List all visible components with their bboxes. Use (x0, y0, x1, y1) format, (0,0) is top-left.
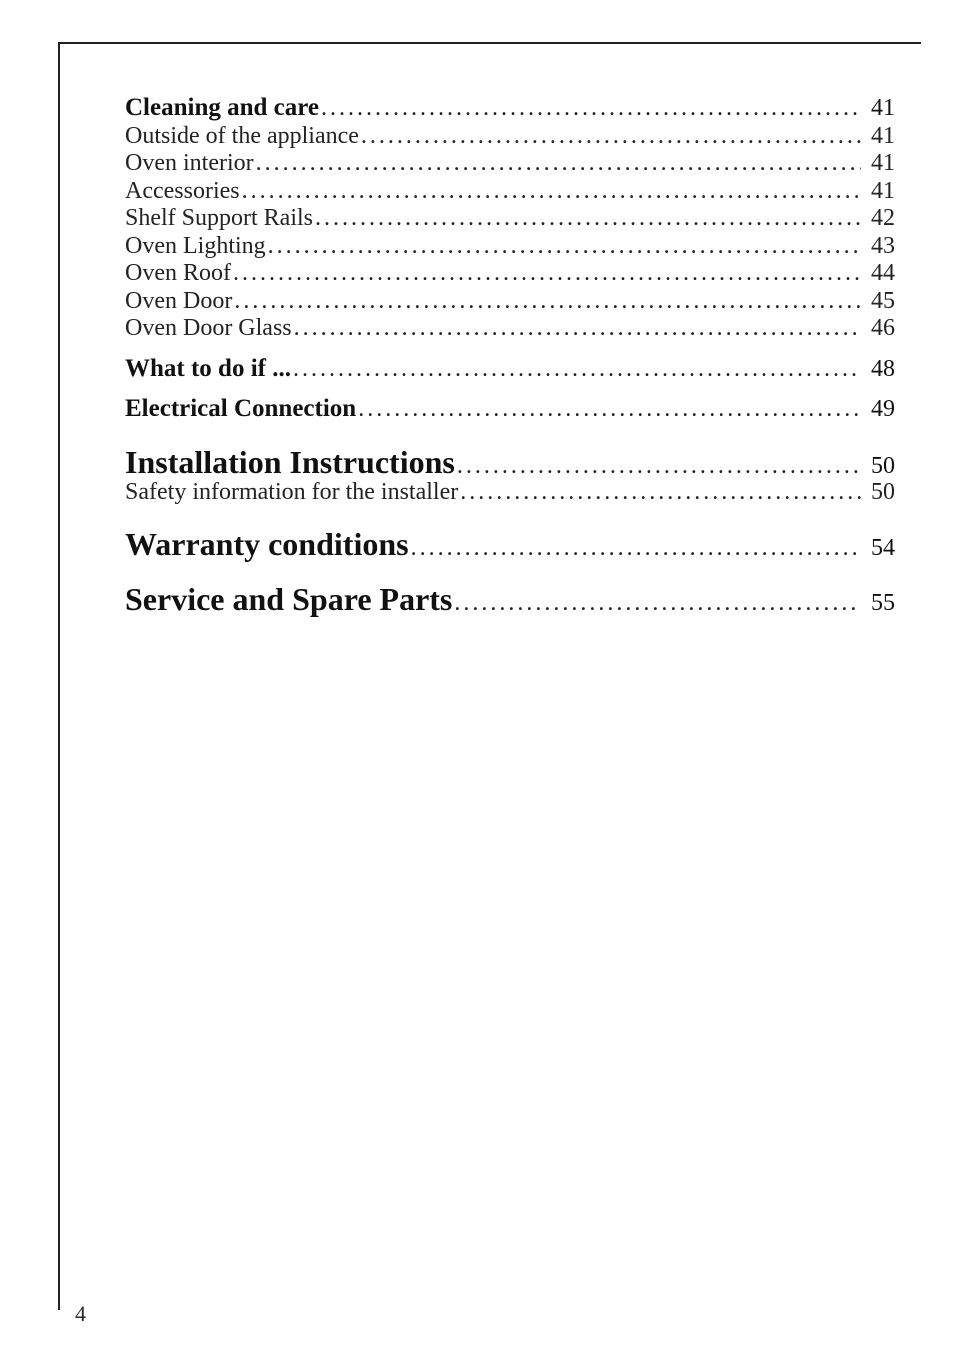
toc-entry-page: 41 (861, 179, 895, 203)
toc-entry: Oven interior 41 (125, 151, 895, 175)
toc-entry-title: Accessories (125, 179, 240, 203)
toc-entry: Accessories 41 (125, 179, 895, 203)
toc-entry-page: 41 (861, 96, 895, 120)
toc-leader-dots (455, 454, 861, 478)
toc-entry: Electrical Connection 49 (125, 396, 895, 421)
toc-leader-dots (359, 124, 861, 148)
toc-gap (125, 344, 895, 356)
toc-entry: What to do if ... 48 (125, 356, 895, 381)
toc-leader-dots (452, 591, 861, 615)
toc-entry-title: Installation Instructions (125, 446, 455, 478)
toc-leader-dots (356, 397, 861, 421)
toc-gap (125, 562, 895, 583)
toc-entry: Oven Lighting 43 (125, 234, 895, 258)
toc-entry: Safety information for the installer 50 (125, 480, 895, 504)
toc-entry-page: 43 (861, 234, 895, 258)
toc-leader-dots (291, 357, 861, 381)
toc-leader-dots (231, 261, 861, 285)
toc-entry-page: 46 (861, 316, 895, 340)
toc-leader-dots (313, 206, 861, 230)
toc-entry-page: 44 (861, 261, 895, 285)
toc-leader-dots (292, 316, 861, 340)
toc-entry-title: Oven Door Glass (125, 316, 292, 340)
toc-entry-title: Oven Roof (125, 261, 231, 285)
toc-leader-dots (240, 179, 861, 203)
toc-entry-title: What to do if ... (125, 356, 291, 381)
toc-entry-title: Cleaning and care (125, 95, 319, 120)
toc-entry-page: 50 (861, 454, 895, 478)
toc-entry-page: 50 (861, 480, 895, 504)
toc-entry-page: 49 (861, 397, 895, 421)
toc-leader-dots (266, 234, 861, 258)
toc-entry: Warranty conditions 54 (125, 528, 895, 560)
toc-entry: Oven Door 45 (125, 289, 895, 313)
toc-leader-dots (232, 289, 861, 313)
toc-entry: Cleaning and care 41 (125, 95, 895, 120)
toc-leader-dots (254, 151, 861, 175)
toc-entry-title: Electrical Connection (125, 396, 356, 421)
toc-entry-title: Shelf Support Rails (125, 206, 313, 230)
toc-entry-title: Outside of the appliance (125, 124, 359, 148)
toc-entry: Outside of the appliance 41 (125, 124, 895, 148)
toc-entry-page: 45 (861, 289, 895, 313)
toc-entry-title: Warranty conditions (125, 528, 409, 560)
toc-leader-dots (319, 96, 861, 120)
toc-entry-page: 42 (861, 206, 895, 230)
toc-entry-page: 41 (861, 151, 895, 175)
toc-entry: Shelf Support Rails 42 (125, 206, 895, 230)
toc-entry: Installation Instructions 50 (125, 446, 895, 478)
toc-entry-page: 55 (861, 591, 895, 615)
toc-entry-title: Service and Spare Parts (125, 583, 452, 615)
toc-entry: Service and Spare Parts 55 (125, 583, 895, 615)
toc-gap (125, 507, 895, 528)
table-of-contents: Cleaning and care41Outside of the applia… (125, 95, 895, 617)
toc-entry-title: Oven Lighting (125, 234, 266, 258)
toc-entry-title: Safety information for the installer (125, 480, 458, 504)
toc-entry-title: Oven Door (125, 289, 232, 313)
toc-entry: Oven Door Glass 46 (125, 316, 895, 340)
toc-entry-title: Oven interior (125, 151, 254, 175)
toc-leader-dots (458, 480, 861, 504)
toc-entry-page: 54 (861, 536, 895, 560)
toc-entry-page: 41 (861, 124, 895, 148)
toc-entry: Oven Roof 44 (125, 261, 895, 285)
page-number: 4 (75, 1301, 86, 1327)
toc-entry-page: 48 (861, 357, 895, 381)
toc-gap (125, 425, 895, 446)
toc-leader-dots (409, 536, 861, 560)
